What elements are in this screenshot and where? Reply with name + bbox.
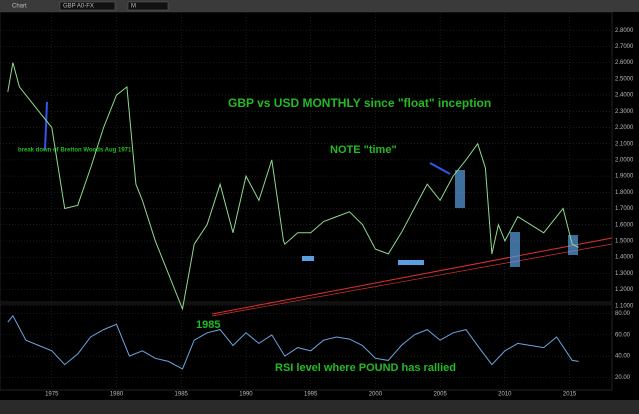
y-tick-label: 2.0000	[615, 157, 634, 163]
y-tick-label: 2.8000	[615, 28, 634, 34]
y-tick-label: 1.9000	[615, 174, 634, 180]
y-tick-label: 1.8000	[615, 190, 634, 196]
series-line	[7, 314, 579, 370]
y-tick-label: 1.3000	[615, 271, 634, 277]
y-tick-label: 1.1000	[615, 303, 634, 309]
y-tick-label: 2.3000	[615, 109, 634, 115]
arrow	[44, 101, 48, 151]
y-tick-label: 60.00	[615, 332, 631, 338]
x-tick-label: 1990	[239, 392, 253, 398]
y-tick-label: 2.5000	[615, 76, 634, 82]
y-tick-label: 40.00	[615, 354, 631, 360]
status-bar	[0, 400, 639, 414]
symbol[interactable]: GBP A0-FX	[63, 4, 94, 10]
y-tick-label: 20.00	[615, 375, 631, 381]
x-tick-label: 2000	[369, 392, 383, 398]
x-tick-label: 2005	[433, 392, 447, 398]
y-tick-label: 2.4000	[615, 93, 634, 99]
y-tick-label: 1.6000	[615, 222, 634, 228]
highlight-box	[398, 260, 424, 265]
y-tick-label: 2.1000	[615, 141, 634, 147]
annotation: break down of Bretton Woods Aug 1971	[18, 148, 132, 154]
annotation: NOTE "time"	[330, 144, 397, 156]
y-tick-label: 2.7000	[615, 44, 634, 50]
y-tick-label: 1.2000	[615, 287, 634, 293]
y-tick-label: 1.4000	[615, 255, 634, 261]
highlight-box	[510, 232, 520, 267]
rsi-panel	[0, 303, 613, 391]
x-tick-label: 1995	[304, 392, 318, 398]
interval[interactable]: M	[131, 4, 136, 10]
y-tick-label: 1.5000	[615, 239, 634, 245]
x-tick-label: 1980	[110, 392, 124, 398]
x-tick-label: 1985	[175, 392, 189, 398]
trendline	[211, 243, 613, 317]
window-title: Chart	[12, 4, 27, 10]
y-tick-label: 2.2000	[615, 125, 634, 131]
y-tick-label: 80.00	[615, 311, 631, 317]
y-tick-label: 1.7000	[615, 206, 634, 212]
highlight-box	[302, 256, 314, 261]
arrow	[429, 162, 451, 175]
rsi-title: RSI level where POUND has rallied	[275, 362, 456, 374]
x-tick-label: 2010	[498, 392, 512, 398]
trendline	[211, 237, 613, 315]
x-tick-label: 1975	[45, 392, 59, 398]
highlight-box	[455, 170, 465, 208]
x-tick-label: 2015	[563, 392, 577, 398]
chart-title: GBP vs USD MONTHLY since "float" incepti…	[228, 96, 491, 110]
annotation: 1985	[196, 319, 220, 331]
series-line	[7, 62, 579, 311]
y-tick-label: 2.6000	[615, 60, 634, 66]
interval-box[interactable]	[127, 1, 169, 11]
symbol-box[interactable]	[59, 1, 116, 11]
